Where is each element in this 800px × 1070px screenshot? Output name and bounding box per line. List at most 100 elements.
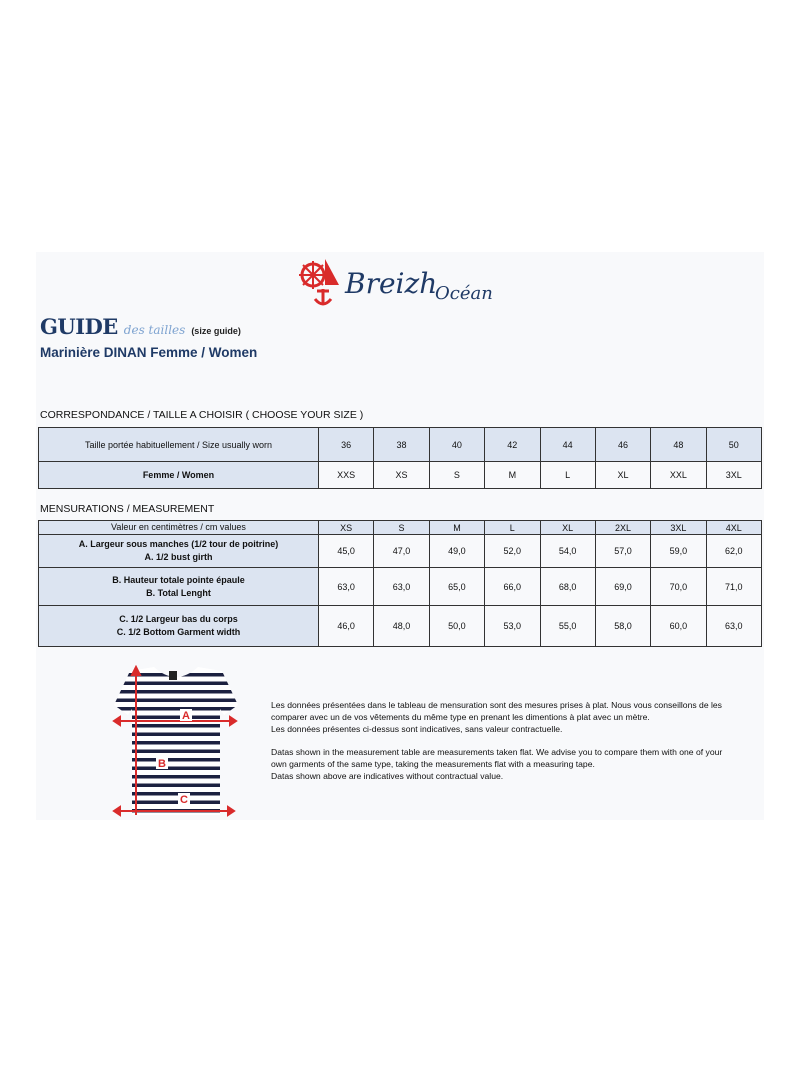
stripe [114, 766, 238, 770]
stripe [114, 783, 238, 787]
label-en: C. 1/2 Bottom Garment width [116, 627, 241, 637]
label-fr: C. 1/2 Largeur bas du corps [119, 614, 238, 624]
measurement-title: MENSURATIONS / MEASUREMENT [40, 503, 215, 515]
stripe [114, 732, 238, 736]
svg-text:Breizh: Breizh [344, 267, 437, 300]
note-fr-1: Les données présentées dans le tableau d… [271, 700, 722, 723]
measurement-cell: 55,0 [539, 605, 596, 647]
note-fr-2: Les données présentes ci-dessus sont ind… [271, 724, 563, 735]
row-label: Taille portée habituellement / Size usua… [38, 427, 319, 462]
stripe [114, 749, 238, 753]
guide-heading: GUIDE des tailles (size guide) [40, 314, 241, 339]
measurement-cell: 66,0 [484, 567, 541, 606]
measurement-cell: 49,0 [428, 534, 486, 568]
measurement-cell: 62,0 [705, 534, 763, 568]
stripe [114, 741, 238, 745]
measurement-label: A. Largeur sous manches (1/2 tour de poi… [38, 534, 319, 568]
measurement-cell: 60,0 [650, 605, 707, 647]
measurement-notes: Les données présentées dans le tableau d… [271, 699, 731, 782]
stripe [114, 715, 238, 719]
measurement-cell: 45,0 [317, 534, 375, 568]
correspondence-row: Taille portée habituellement / Size usua… [38, 427, 763, 462]
stripe [114, 681, 238, 685]
measurement-cell: 63,0 [373, 567, 430, 606]
correspondence-table: Taille portée habituellement / Size usua… [38, 427, 763, 489]
stripe [114, 690, 238, 694]
stripe [114, 707, 238, 711]
size-cell: M [484, 461, 541, 489]
measurement-cell: 58,0 [594, 605, 652, 647]
stripe [114, 800, 238, 804]
measurement-cell: 69,0 [594, 567, 652, 606]
row-label: Femme / Women [38, 461, 319, 489]
size-cell: XS [373, 461, 430, 489]
tshirt-diagram: A B C [112, 665, 238, 817]
measurement-cell: 57,0 [594, 534, 652, 568]
measurement-cell: 65,0 [428, 567, 486, 606]
measurement-table: Valeur en centimètres / cm values XS S M L XL… [38, 520, 763, 647]
measurement-row: A. Largeur sous manches (1/2 tour de poi… [38, 534, 763, 568]
measurement-cell: 48,0 [373, 605, 430, 647]
measurement-cell: 63,0 [705, 605, 763, 647]
measurement-row: C. 1/2 Largeur bas du corps C. 1/2 Bottom… [38, 605, 763, 647]
product-title: Marinière DINAN Femme / Women [40, 345, 258, 360]
measurement-cell: 63,0 [317, 567, 375, 606]
measurement-label: B. Hauteur totale pointe épaule B. Total … [38, 567, 319, 606]
label-en: B. Total Lenght [146, 587, 211, 598]
size-cell: 42 [484, 427, 541, 462]
size-cell: 40 [428, 427, 486, 462]
correspondence-title: CORRESPONDANCE / TAILLE A CHOISIR ( CHOO… [40, 409, 364, 421]
guide-script: des tailles [123, 323, 186, 337]
breizh-ocean-logo: Breizh Océan [299, 259, 493, 306]
size-header: XL [539, 520, 596, 535]
measurement-cell: 47,0 [373, 534, 430, 568]
size-header: M [428, 520, 486, 535]
size-cell: L [539, 461, 596, 489]
measurement-cell: 54,0 [539, 534, 596, 568]
size-header: 3XL [650, 520, 707, 535]
size-header: L [484, 520, 541, 535]
measurement-cell: 46,0 [317, 605, 375, 647]
size-cell: XXS [317, 461, 375, 489]
measurement-cell: 52,0 [484, 534, 541, 568]
label-fr: A. Largeur sous manches (1/2 tour de poi… [78, 539, 279, 549]
measurement-row: B. Hauteur totale pointe épaule B. Total … [38, 567, 763, 606]
size-cell: 3XL [705, 461, 763, 489]
size-cell: 44 [539, 427, 596, 462]
label-b: B [158, 758, 166, 770]
header-label: Valeur en centimètres / cm values [38, 520, 319, 535]
label-fr: B. Hauteur totale pointe épaule [112, 574, 245, 585]
size-header: XS [317, 520, 375, 535]
label-a: A [182, 710, 190, 722]
measurement-cell: 50,0 [428, 605, 486, 647]
measurement-label: C. 1/2 Largeur bas du corps C. 1/2 Bottom… [38, 605, 319, 647]
size-cell: 46 [594, 427, 652, 462]
stripe [114, 758, 238, 762]
note-en-2: Datas shown above are indicatives withou… [271, 771, 504, 782]
size-cell: 50 [705, 427, 763, 462]
measurement-cell: 68,0 [539, 567, 596, 606]
measurement-cell: 53,0 [484, 605, 541, 647]
size-cell: 38 [373, 427, 430, 462]
guide-note: (size guide) [191, 326, 241, 336]
stripe [114, 698, 238, 702]
size-header: S [373, 520, 430, 535]
guide-title: GUIDE [40, 314, 118, 339]
size-cell: S [428, 461, 486, 489]
measurement-cell: 70,0 [650, 567, 707, 606]
stripe [114, 775, 238, 779]
stripe [114, 724, 238, 728]
stripe [114, 792, 238, 796]
measurement-cell: 59,0 [650, 534, 707, 568]
label-en: A. 1/2 bust girth [144, 552, 213, 562]
svg-text:Océan: Océan [435, 283, 493, 304]
size-cell: XL [594, 461, 652, 489]
size-header: 4XL [705, 520, 763, 535]
size-cell: 36 [317, 427, 375, 462]
size-cell: 48 [650, 427, 707, 462]
note-en-1: Datas shown in the measurement table are… [271, 746, 723, 769]
size-cell: XXL [650, 461, 707, 489]
measurement-header-row: Valeur en centimètres / cm values XS S M L XL… [38, 520, 763, 535]
size-header: 2XL [594, 520, 652, 535]
correspondence-row: Femme / Women XXS XS S M L XL XXL 3XL [38, 461, 763, 489]
